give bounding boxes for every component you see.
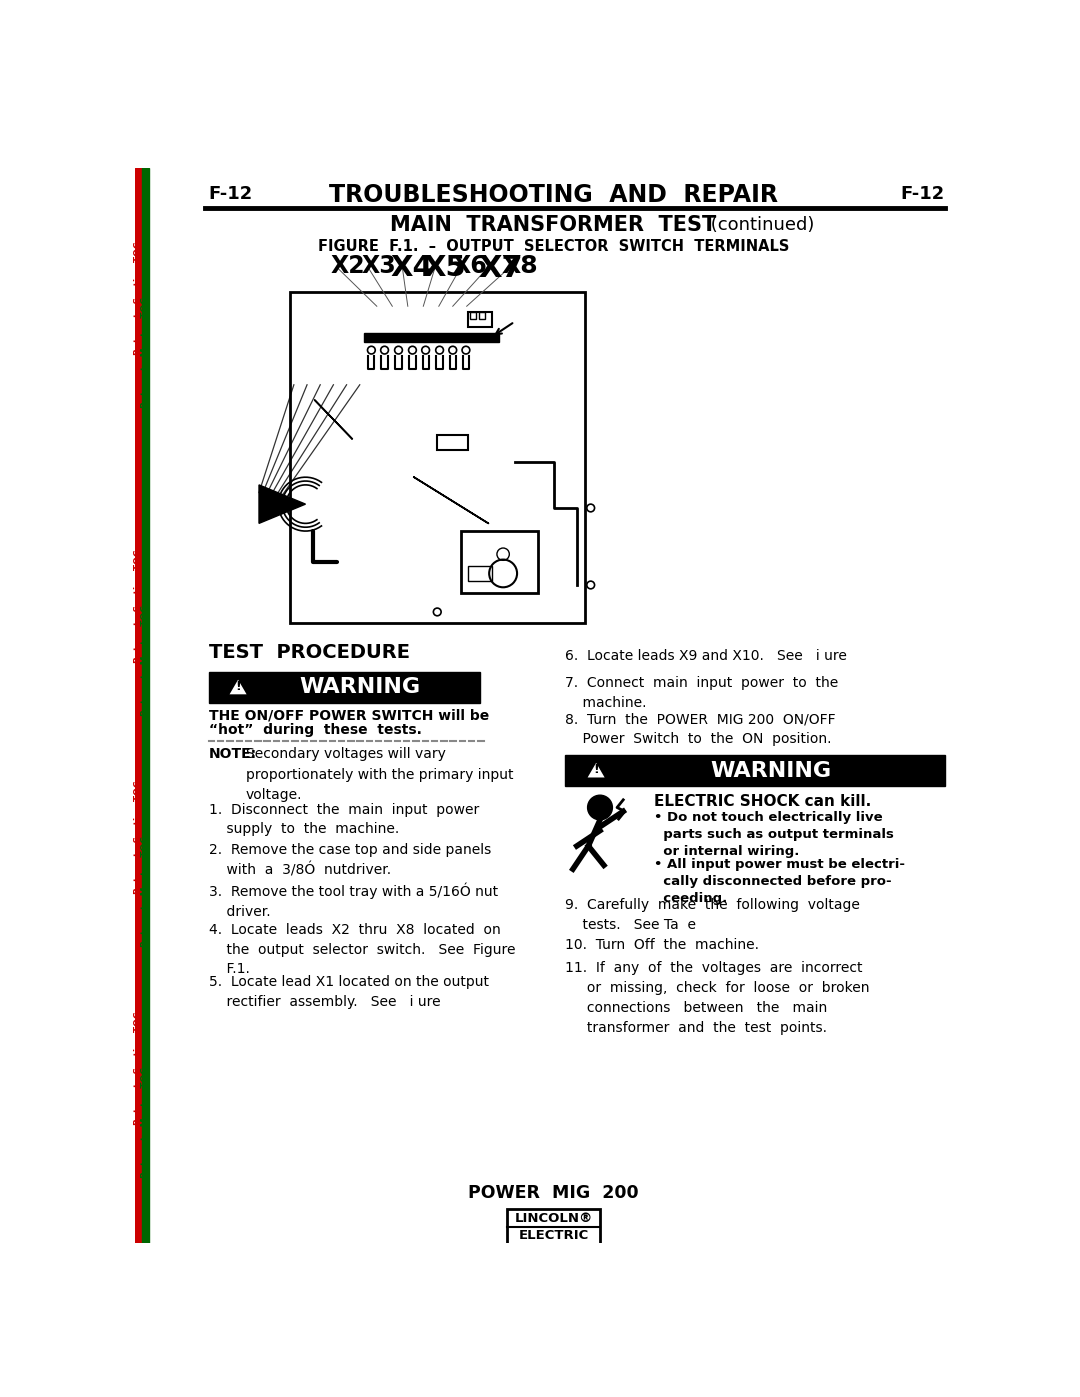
Text: 9.  Carefully  make  the  following  voltage
    tests.   See Ta  e: 9. Carefully make the following voltage …	[565, 898, 860, 932]
Text: Return to Master TOC: Return to Master TOC	[140, 1067, 149, 1178]
Text: • All input power must be electri-
  cally disconnected before pro-
  ceeding.: • All input power must be electri- cally…	[654, 858, 905, 905]
Text: 6.  Locate leads X9 and X10.   See   i ure: 6. Locate leads X9 and X10. See i ure	[565, 648, 847, 664]
Text: 10.  Turn  Off  the  machine.: 10. Turn Off the machine.	[565, 937, 759, 951]
Text: 5.  Locate lead X1 located on the output
    rectifier  assembly.   See   i ure: 5. Locate lead X1 located on the output …	[208, 975, 488, 1009]
Circle shape	[588, 795, 612, 820]
Text: POWER  MIG  200: POWER MIG 200	[469, 1185, 638, 1201]
Text: Return to Master TOC: Return to Master TOC	[140, 605, 149, 715]
Text: X8: X8	[501, 254, 538, 278]
Text: 1.  Disconnect  the  main  input  power
    supply  to  the  machine.: 1. Disconnect the main input power suppl…	[208, 803, 478, 837]
Text: ELECTRIC SHOCK can kill.: ELECTRIC SHOCK can kill.	[654, 793, 872, 809]
Text: Return to Section TOC: Return to Section TOC	[134, 550, 143, 664]
Text: TEST  PROCEDURE: TEST PROCEDURE	[208, 643, 409, 662]
Text: F-12: F-12	[901, 184, 945, 203]
Text: Secondary voltages will vary
proportionately with the primary input
voltage.: Secondary voltages will vary proportiona…	[246, 747, 513, 802]
Text: THE ON/OFF POWER SWITCH will be: THE ON/OFF POWER SWITCH will be	[208, 708, 489, 724]
Bar	[469, 566, 491, 581]
Text: Return to Master TOC: Return to Master TOC	[140, 835, 149, 947]
Text: FIGURE  F.1.  –  OUTPUT  SELECTOR  SWITCH  TERMINALS: FIGURE F.1. – OUTPUT SELECTOR SWITCH TER…	[318, 239, 789, 254]
Text: Return to Section TOC: Return to Section TOC	[134, 781, 143, 894]
Text: !: !	[593, 763, 599, 777]
Text: !: !	[235, 680, 241, 693]
Text: WARNING: WARNING	[710, 760, 832, 781]
Text: “hot”  during  these  tests.: “hot” during these tests.	[208, 722, 421, 736]
Bar	[364, 334, 499, 342]
Text: X5: X5	[423, 254, 465, 282]
Text: 3.  Remove the tool tray with a 5/16Ó nut
    driver.: 3. Remove the tool tray with a 5/16Ó nut…	[208, 883, 498, 919]
Bar	[469, 312, 491, 327]
Text: (continued): (continued)	[704, 217, 814, 235]
Bar	[565, 756, 945, 787]
Text: 7.  Connect  main  input  power  to  the
    machine.: 7. Connect main input power to the machi…	[565, 676, 838, 710]
Text: TROUBLESHOOTING  AND  REPAIR: TROUBLESHOOTING AND REPAIR	[329, 183, 778, 207]
Text: 2.  Remove the case top and side panels
    with  a  3/8Ó  nutdriver.: 2. Remove the case top and side panels w…	[208, 842, 491, 877]
Polygon shape	[259, 485, 306, 524]
Bar	[135, 168, 141, 1243]
Text: X3: X3	[362, 254, 396, 278]
Bar	[141, 168, 149, 1243]
Text: LINCOLN®: LINCOLN®	[514, 1213, 593, 1225]
Text: WARNING: WARNING	[299, 678, 420, 697]
Text: Return to Section TOC: Return to Section TOC	[134, 1011, 143, 1126]
Bar	[208, 672, 480, 703]
Text: X4: X4	[391, 254, 433, 282]
Bar	[291, 292, 584, 623]
Polygon shape	[230, 680, 246, 694]
Text: ELECTRIC: ELECTRIC	[518, 1229, 589, 1242]
Bar	[480, 312, 485, 320]
Text: X2: X2	[330, 254, 365, 278]
Bar	[460, 531, 538, 592]
Text: 4.  Locate  leads  X2  thru  X8  located  on
    the  output  selector  switch. : 4. Locate leads X2 thru X8 located on th…	[208, 923, 515, 977]
Bar	[470, 312, 476, 320]
Text: • Do not touch electrically live
  parts such as output terminals
  or internal : • Do not touch electrically live parts s…	[654, 810, 894, 858]
Text: 8.  Turn  the  POWER  MIG 200  ON/OFF
    Power  Switch  to  the  ON  position.: 8. Turn the POWER MIG 200 ON/OFF Power S…	[565, 712, 836, 746]
Text: Return to Master TOC: Return to Master TOC	[140, 298, 149, 408]
Polygon shape	[588, 763, 605, 778]
Bar	[507, 1208, 600, 1246]
Text: 11.  If  any  of  the  voltages  are  incorrect
     or  missing,  check  for  l: 11. If any of the voltages are incorrect…	[565, 961, 869, 1035]
Bar	[437, 434, 469, 450]
Text: Return to Section TOC: Return to Section TOC	[134, 242, 143, 355]
Text: X7: X7	[478, 254, 523, 282]
Text: X6: X6	[453, 254, 487, 278]
Text: F-12: F-12	[208, 184, 253, 203]
Text: MAIN  TRANSFORMER  TEST: MAIN TRANSFORMER TEST	[390, 215, 717, 235]
Text: NOTE:: NOTE:	[208, 747, 257, 761]
